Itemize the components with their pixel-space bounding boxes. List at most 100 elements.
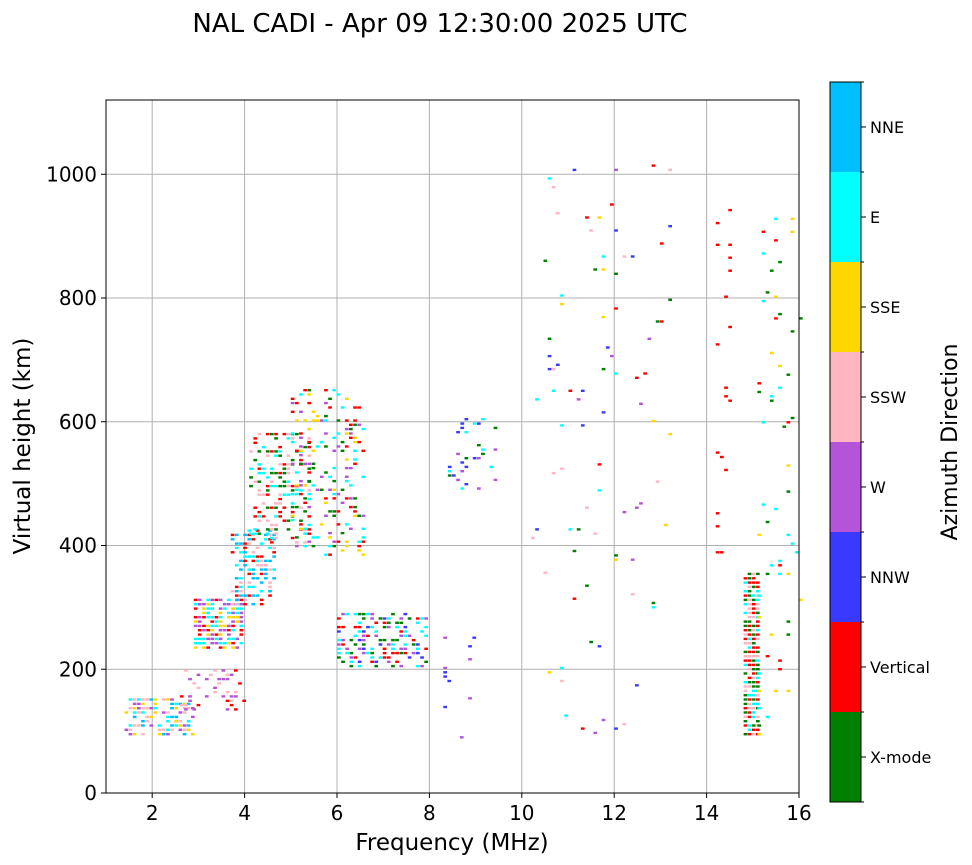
echo-point — [715, 221, 720, 225]
echo-point — [743, 685, 748, 688]
echo-point — [196, 673, 201, 676]
echo-point — [403, 651, 408, 655]
echo-point — [481, 418, 485, 421]
echo-point — [290, 410, 295, 413]
echo-point — [268, 559, 272, 563]
echo-point — [424, 634, 428, 637]
echo-point — [182, 733, 187, 736]
echo-point — [230, 551, 235, 554]
echo-point — [218, 611, 223, 615]
echo-point — [747, 715, 752, 719]
echo-point — [756, 685, 760, 688]
echo-point — [747, 607, 752, 610]
echo-point — [765, 715, 770, 719]
echo-point — [747, 724, 752, 727]
echo-point — [234, 690, 238, 694]
echo-point — [337, 625, 341, 629]
echo-point — [456, 478, 460, 482]
echo-point — [456, 431, 460, 434]
echo-point — [324, 419, 328, 422]
echo-point — [332, 389, 337, 392]
echo-point — [193, 598, 198, 602]
echo-point — [715, 512, 720, 515]
echo-point — [395, 660, 399, 663]
echo-point — [769, 633, 774, 636]
echo-point — [743, 598, 748, 602]
echo-point — [391, 643, 395, 646]
echo-point — [751, 728, 756, 731]
echo-point — [193, 637, 198, 641]
echo-point — [757, 672, 762, 675]
echo-point — [756, 624, 760, 628]
echo-point — [399, 651, 404, 655]
echo-point — [344, 544, 349, 548]
echo-point — [460, 487, 465, 490]
echo-point — [243, 594, 247, 597]
echo-point — [344, 497, 349, 500]
colorbar-label: Azimuth Direction — [938, 343, 963, 540]
echo-point — [193, 624, 198, 628]
echo-point — [324, 471, 328, 474]
echo-point — [234, 590, 239, 593]
echo-point — [391, 638, 395, 642]
echo-point — [218, 642, 223, 645]
echo-point — [395, 621, 399, 624]
echo-point — [153, 711, 158, 714]
echo-point — [149, 698, 154, 701]
echo-point — [668, 298, 672, 301]
echo-point — [728, 208, 732, 212]
echo-point — [337, 643, 341, 646]
echo-point — [756, 702, 760, 706]
echo-point — [336, 445, 341, 448]
echo-point — [259, 590, 264, 593]
echo-point — [286, 437, 291, 440]
echo-point — [747, 633, 752, 636]
echo-point — [137, 698, 141, 701]
echo-point — [299, 527, 303, 530]
echo-point — [261, 467, 266, 470]
echo-point — [217, 677, 221, 681]
echo-point — [353, 419, 357, 422]
echo-point — [778, 559, 782, 563]
echo-point — [282, 484, 287, 488]
echo-point — [340, 440, 345, 444]
echo-point — [206, 637, 210, 641]
echo-point — [382, 656, 387, 659]
echo-point — [357, 612, 362, 616]
echo-point — [192, 708, 197, 711]
echo-point — [274, 515, 278, 518]
echo-point — [197, 642, 202, 645]
echo-point — [274, 523, 278, 527]
echo-point — [210, 603, 215, 606]
echo-point — [340, 549, 345, 552]
echo-point — [278, 510, 282, 514]
echo-point — [778, 572, 782, 576]
echo-point — [399, 617, 404, 620]
echo-point — [391, 664, 395, 668]
echo-point — [145, 698, 149, 701]
echo-point — [786, 689, 791, 693]
echo-point — [259, 555, 264, 558]
echo-point — [225, 690, 230, 694]
echo-point — [344, 458, 349, 461]
echo-point — [747, 577, 752, 580]
echo-point — [757, 616, 762, 619]
echo-point — [743, 694, 748, 697]
echo-point — [547, 177, 552, 180]
echo-point — [274, 536, 278, 540]
echo-point — [382, 617, 387, 620]
echo-point — [217, 682, 221, 685]
echo-point — [747, 581, 752, 584]
echo-point — [210, 642, 215, 645]
echo-point — [747, 711, 752, 714]
echo-point — [757, 733, 762, 736]
echo-point — [218, 646, 223, 649]
echo-point — [231, 642, 235, 645]
echo-point — [286, 471, 291, 475]
echo-point — [757, 382, 762, 385]
echo-point — [416, 647, 420, 650]
echo-point — [227, 598, 231, 602]
echo-point — [751, 659, 756, 662]
echo-point — [794, 551, 799, 554]
echo-point — [403, 630, 408, 633]
